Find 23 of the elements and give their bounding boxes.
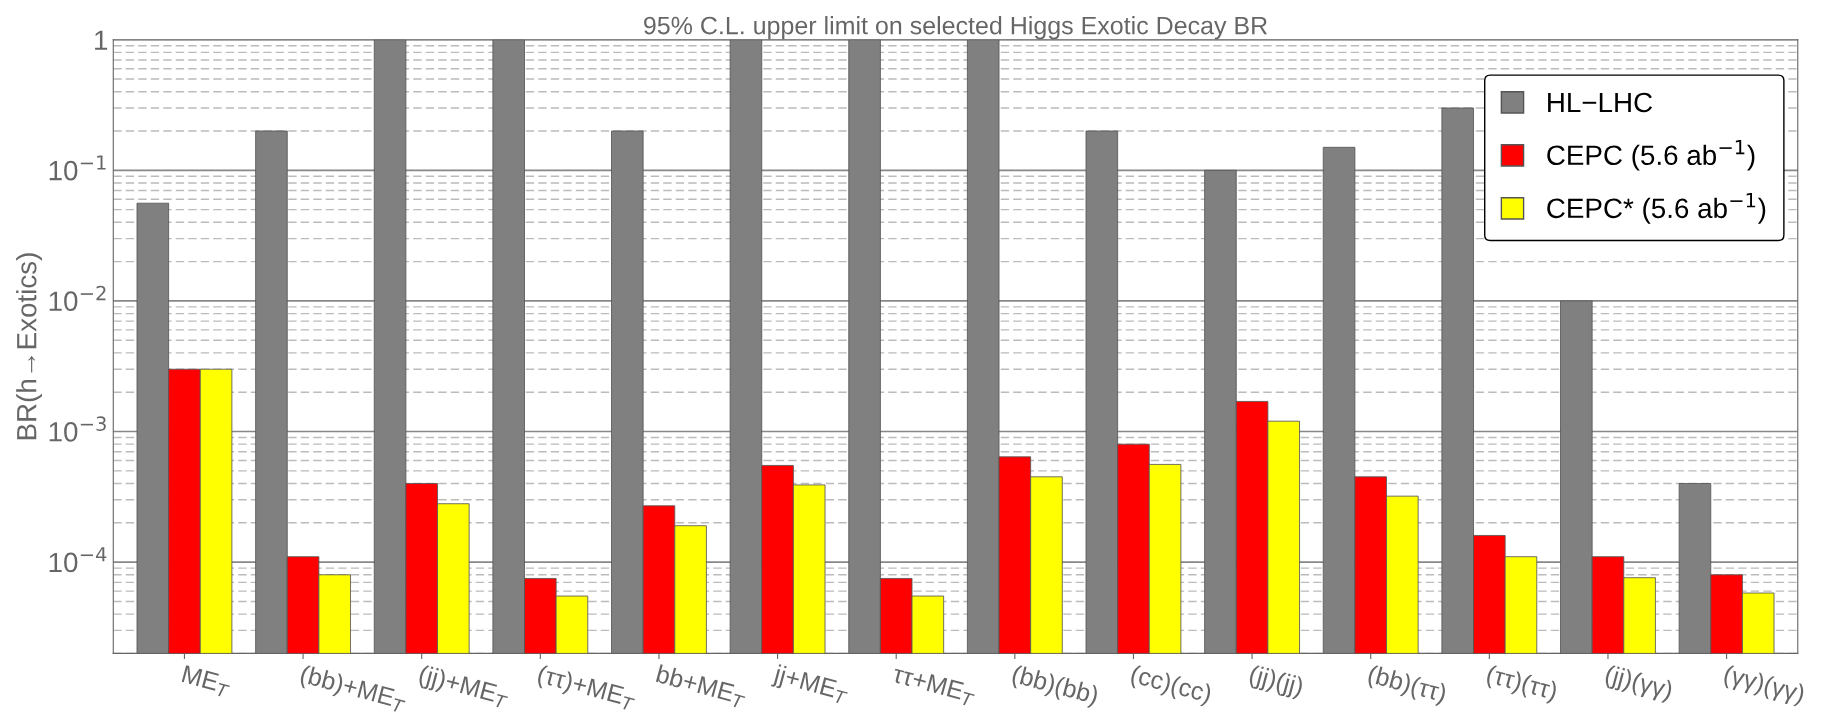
legend-label: CEPC* (5.6 ab$^{−1}$): [1547, 193, 1766, 224]
x-tick-label: (ττ)(ττ): [1484, 664, 1559, 705]
x-tick-label: (ττ)+ME$_{T}$: [535, 664, 638, 713]
x-tick-label: (jj)(jj): [1247, 664, 1305, 701]
legend-label: HL−LHC: [1548, 92, 1653, 113]
x-tick-label: ττ+ME$_{T}$: [890, 664, 978, 707]
x-tick-label: jj+ME$_{T}$: [770, 663, 851, 706]
x-tick-label: (bb)+ME$_{T}$: [298, 664, 408, 715]
y-tick-label: 1: [95, 30, 108, 50]
x-tick-label: bb+ME$_{T}$: [654, 664, 748, 709]
y-tick-label: 10$^{−4}$: [49, 547, 107, 573]
y-tick-label: 10$^{−3}$: [49, 416, 106, 442]
x-tick-label: (jj)(γγ): [1603, 664, 1674, 704]
x-tick-label: (bb)(ττ): [1366, 664, 1448, 707]
x-tick-label: (γγ)(γγ): [1722, 664, 1806, 708]
y-tick-label: 10$^{−2}$: [49, 285, 106, 312]
x-tick-label: (cc)(cc): [1128, 664, 1213, 708]
y-axis-title: BR(h→Exotics): [16, 253, 43, 440]
legend-label: CEPC (5.6 ab$^{−1}$): [1547, 140, 1755, 171]
x-tick-label: (jj)+ME$_{T}$: [417, 664, 511, 711]
chart-title: 95% C.L. upper limit on selected Higgs Exotic Decay BR: [644, 16, 1268, 40]
y-tick-label: 10$^{−1}$: [49, 155, 106, 181]
x-tick-label: ME$_{T}$: [180, 665, 233, 699]
